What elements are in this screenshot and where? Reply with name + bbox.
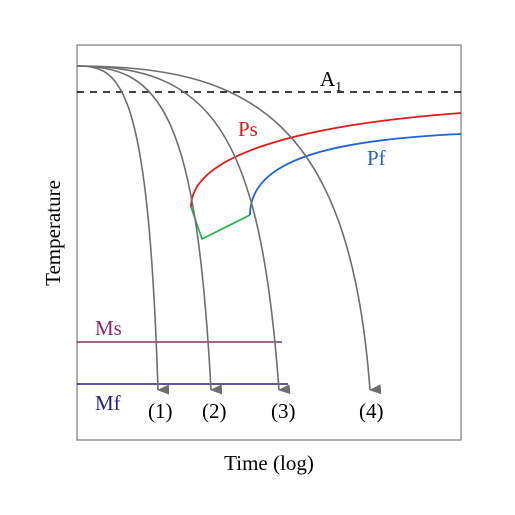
cooling-path-2 xyxy=(76,65,223,395)
pf-curve xyxy=(249,133,462,216)
mf-label: Mf xyxy=(95,391,121,415)
cooling-path-label-2: (2) xyxy=(202,399,227,423)
cooling-path-label-4: (4) xyxy=(359,399,384,423)
ps-nose-connector xyxy=(190,206,251,241)
pf-label: Pf xyxy=(367,146,386,170)
y-axis-label: Temperature xyxy=(41,180,65,286)
cooling-path-4 xyxy=(76,65,382,395)
x-axis-label: Time (log) xyxy=(224,451,314,475)
a1-label: A1 xyxy=(320,67,342,95)
cooling-path-3 xyxy=(76,65,291,395)
ps-curve xyxy=(190,112,462,208)
plot-frame xyxy=(76,44,462,441)
ms-label: Ms xyxy=(95,316,122,340)
cooling-path-label-3: (3) xyxy=(271,399,296,423)
cooling-path-label-1: (1) xyxy=(148,399,173,423)
ps-label: Ps xyxy=(238,117,258,141)
